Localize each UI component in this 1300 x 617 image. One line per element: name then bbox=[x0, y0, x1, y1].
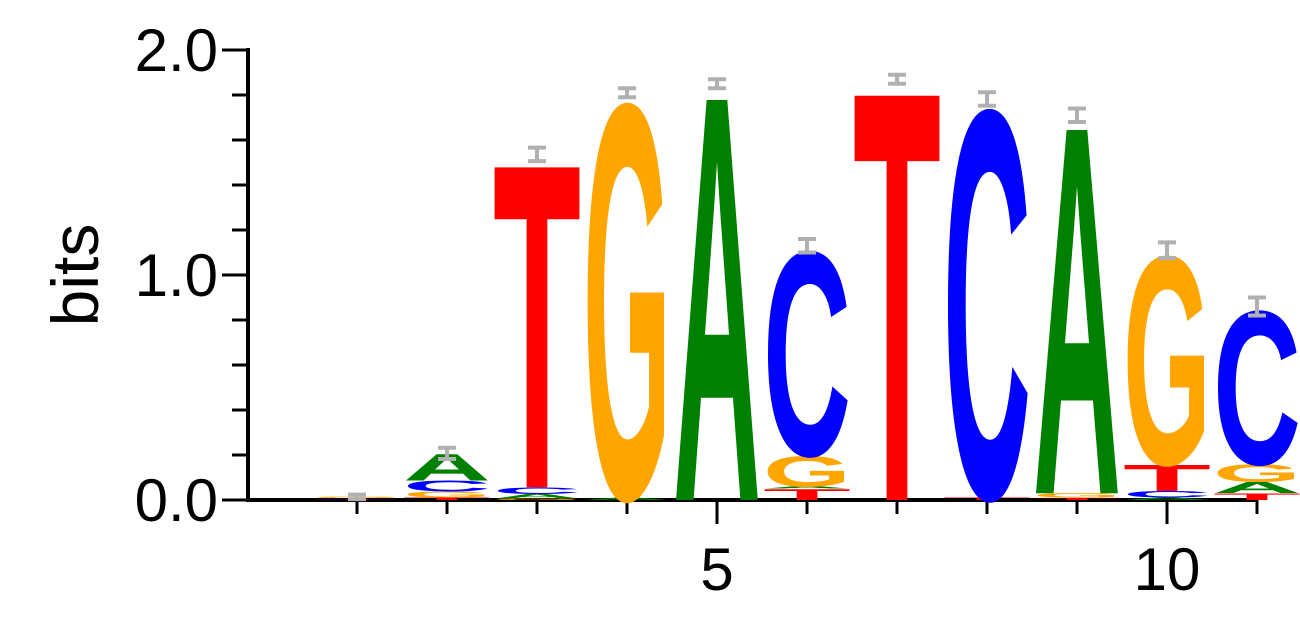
logo-letter-C: C bbox=[1123, 489, 1211, 499]
error-bar bbox=[978, 90, 996, 108]
error-bar bbox=[528, 145, 546, 164]
logo-letter-A: A bbox=[493, 493, 581, 500]
logo-letter-T: T bbox=[763, 486, 851, 504]
error-bar-line bbox=[438, 445, 456, 462]
y-tick-label: 2.0 bbox=[135, 17, 218, 84]
error-bar bbox=[1248, 295, 1266, 318]
error-bar-line bbox=[528, 145, 546, 164]
logo-letter-T: T bbox=[853, 0, 941, 617]
error-bar bbox=[438, 445, 456, 462]
error-bar bbox=[618, 86, 636, 100]
axes: 0.0 1.0 2.0 5 10 bbox=[135, 17, 1259, 603]
logo-letter-T: T bbox=[1033, 497, 1121, 501]
error-bar-line bbox=[708, 77, 726, 91]
error-bar bbox=[708, 77, 726, 91]
logo-letter-G: G bbox=[583, 0, 671, 617]
x-tick-label: 10 bbox=[1134, 536, 1201, 603]
y-tick-label: 1.0 bbox=[135, 242, 218, 309]
logo-letter-G: G bbox=[1213, 460, 1300, 488]
logo-letter-T: T bbox=[403, 497, 491, 501]
logo-letter-A: A bbox=[1033, 16, 1121, 606]
error-bar-line bbox=[798, 237, 816, 255]
error-bars bbox=[348, 72, 1266, 502]
logo-letter-C: C bbox=[493, 486, 581, 496]
logo-letter-C: C bbox=[403, 478, 491, 496]
logo-letter-A: A bbox=[763, 486, 851, 490]
logo-letter-A: A bbox=[583, 497, 671, 501]
logo-letter-T: T bbox=[943, 497, 1031, 501]
error-bar bbox=[798, 237, 816, 255]
logo-letter-A: A bbox=[1213, 479, 1300, 497]
error-bar bbox=[888, 72, 906, 86]
y-axis-label: bits bbox=[38, 224, 112, 327]
error-bar bbox=[1068, 106, 1086, 124]
logo-letter-A: A bbox=[1123, 497, 1211, 501]
y-tick-label: 0.0 bbox=[135, 467, 218, 534]
error-bar bbox=[348, 492, 366, 502]
error-bar bbox=[1158, 240, 1176, 261]
error-bar-line bbox=[888, 72, 906, 86]
error-bar-line bbox=[1158, 240, 1176, 261]
logo-letter-T: T bbox=[1123, 457, 1211, 499]
error-bar-line bbox=[618, 86, 636, 100]
error-bar-line bbox=[1068, 106, 1086, 124]
error-bar-line bbox=[348, 492, 366, 502]
error-bar-line bbox=[1248, 295, 1266, 318]
logo-letter-G: G bbox=[403, 490, 491, 499]
logo-letter-A: A bbox=[673, 0, 761, 617]
logo-letter-G: G bbox=[763, 447, 851, 496]
logo-letter-G: G bbox=[493, 498, 581, 500]
logo-letter-T: T bbox=[493, 66, 581, 586]
logo-letter-T: T bbox=[1213, 492, 1300, 503]
error-bar-line bbox=[978, 90, 996, 108]
logo-letter-G: G bbox=[1033, 492, 1121, 499]
x-tick-label: 5 bbox=[700, 536, 733, 603]
